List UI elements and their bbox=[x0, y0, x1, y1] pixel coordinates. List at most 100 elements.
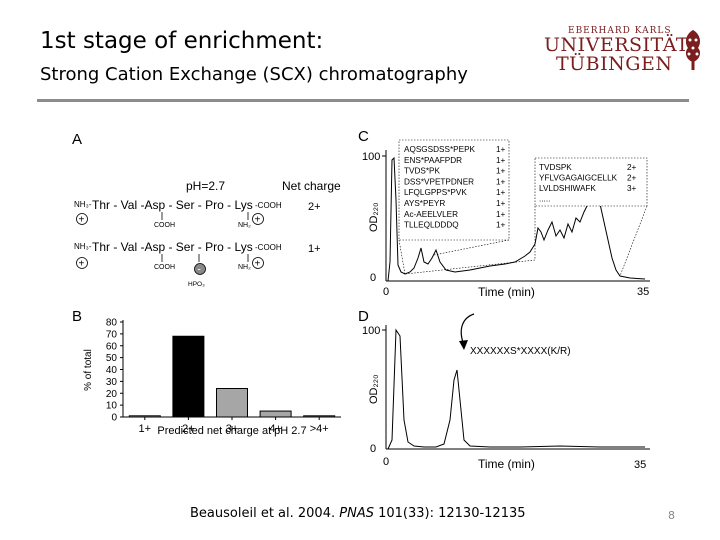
panel-b-ytick: 80 bbox=[106, 318, 118, 329]
row2-cooh-side: COOH bbox=[154, 264, 175, 271]
peptide-charge-left: 1+ bbox=[496, 188, 506, 197]
peptide-charge-right: 3+ bbox=[627, 184, 637, 193]
panel-c-ytick-0: 0 bbox=[370, 272, 376, 284]
panel-d-annotation: XXXXXXS*XXXX(K/R) bbox=[470, 346, 571, 357]
row2-charge: 1+ bbox=[308, 243, 321, 255]
peptide-seq-left: AYS*PEYR bbox=[404, 199, 445, 208]
university-logo-top: EBERHARD KARLS bbox=[568, 26, 672, 36]
row2-nh2-side: NH₂ bbox=[238, 264, 251, 271]
panel-a-label: A bbox=[72, 131, 82, 148]
row1-plus-lys-icon bbox=[252, 213, 264, 225]
row1-nh3: NH₃- bbox=[74, 200, 92, 209]
row1-plus-n: + bbox=[79, 215, 85, 226]
panel-b-xlabel: Predicted net charge at pH 2.7 bbox=[157, 425, 306, 437]
peptide-charge-left: 1+ bbox=[496, 210, 506, 219]
row1-plus-lys: + bbox=[255, 215, 261, 226]
panel-a-net-charge-label: Net charge bbox=[282, 179, 341, 193]
peptide-charge-left: 1+ bbox=[496, 145, 506, 154]
panel-b-category-label: 1+ bbox=[139, 423, 152, 435]
university-logo-line1: UNIVERSITÄT bbox=[544, 34, 690, 56]
row1-charge: 2+ bbox=[308, 201, 321, 213]
panel-c-xtick-35: 35 bbox=[637, 286, 649, 298]
citation-ref: 101(33): 12130-12135 bbox=[378, 506, 526, 521]
title-divider bbox=[37, 99, 689, 102]
panel-d-ylabel: OD₂₂₀ bbox=[368, 374, 380, 404]
row2-cooh-terminal: -COOH bbox=[255, 243, 282, 252]
panel-d-xtick-35: 35 bbox=[634, 459, 646, 471]
citation-authors: Beausoleil et al. 2004. bbox=[190, 506, 336, 521]
row1-sequence: Thr - Val -Asp - Ser - Pro - Lys bbox=[92, 198, 253, 212]
panel-c-chromatogram: 100 0 0 35 Time (min) OD₂₂₀ AQSGSDSS*PEP… bbox=[362, 139, 650, 299]
row1-nh2-side: NH₂ bbox=[238, 222, 251, 229]
panel-b-ytick: 40 bbox=[106, 365, 118, 376]
panel-d-ytick-100: 100 bbox=[362, 325, 380, 337]
panel-c-peptide-list: AQSGSDSS*PEPK 1+ ENS*PAAFPDR 1+ TVDS*PK 1+ DSS… bbox=[404, 145, 637, 230]
peptide-seq-left: LFQLGPPS*PVK bbox=[404, 188, 467, 197]
peptide-seq-left: TVDS*PK bbox=[404, 167, 440, 176]
peptide-seq-right: ..... bbox=[539, 195, 550, 204]
peptide-seq-right: LVLDSHIWAFK bbox=[539, 184, 596, 193]
peptide-seq-left: AQSGSDSS*PEPK bbox=[404, 145, 476, 154]
panel-b-label: B bbox=[72, 308, 82, 325]
peptide-charge-left: 1+ bbox=[496, 167, 506, 176]
university-logo-line2: TÜBINGEN bbox=[556, 53, 673, 75]
panel-b-ytick: 20 bbox=[106, 389, 118, 400]
peptide-seq-right: TVDSPK bbox=[539, 163, 572, 172]
panel-b-ylabel: % of total bbox=[83, 349, 94, 391]
panel-d-chromatogram: 100 0 0 35 Time (min) OD₂₂₀ XXXXXXS*XXXX… bbox=[362, 313, 650, 471]
panel-d-xtick-0: 0 bbox=[383, 456, 389, 468]
row2-plus-lys-icon bbox=[252, 257, 264, 269]
peptide-charge-left: 1+ bbox=[496, 156, 506, 165]
peptide-seq-left: ENS*PAAFPDR bbox=[404, 156, 462, 165]
panel-c-xlabel: Time (min) bbox=[478, 285, 535, 299]
panel-b-ytick: 50 bbox=[106, 353, 118, 364]
row2-nh3: NH₃- bbox=[74, 242, 92, 251]
panel-b-category-label: 4+ bbox=[269, 423, 282, 435]
panel-d-ytick-0: 0 bbox=[370, 443, 376, 455]
panel-b-ytick: 30 bbox=[106, 377, 118, 388]
panel-d-arrow-icon bbox=[459, 340, 468, 350]
page-number: 8 bbox=[668, 509, 675, 522]
peptide-seq-left: TLLEQLDDDQ bbox=[404, 221, 459, 230]
slide-subtitle: Strong Cation Exchange (SCX) chromatogra… bbox=[40, 64, 468, 85]
row2-minus-phospho-icon bbox=[194, 263, 206, 275]
panel-d-label: D bbox=[358, 308, 369, 325]
row2-phosphate: HPO₃ bbox=[188, 281, 205, 288]
panel-c-xtick-0: 0 bbox=[383, 286, 389, 298]
panel-c-ytick-100: 100 bbox=[362, 151, 380, 163]
panel-d-trace bbox=[387, 328, 645, 450]
slide-title: 1st stage of enrichment: bbox=[40, 28, 324, 54]
peptide-seq-right: YFLVGAGAIGCELLK bbox=[539, 174, 618, 183]
panel-a-ph: pH=2.7 bbox=[186, 179, 225, 193]
row2-plus-lys: + bbox=[255, 259, 261, 270]
panel-c-ylabel: OD₂₂₀ bbox=[368, 202, 380, 232]
panel-d-xlabel: Time (min) bbox=[478, 457, 535, 471]
peptide-charge-right: 2+ bbox=[627, 174, 637, 183]
row2-plus-n: + bbox=[79, 259, 85, 270]
row1-cooh-terminal: -COOH bbox=[255, 201, 282, 210]
peptide-seq-left: DSS*VPETPDNER bbox=[404, 177, 474, 186]
panel-b-ytick: 0 bbox=[111, 413, 117, 424]
panel-b-bar bbox=[128, 415, 161, 418]
peptide-seq-left: Ac-AEELVLER bbox=[404, 210, 458, 219]
tree-logo-icon bbox=[685, 30, 701, 70]
row2-plus-n-icon bbox=[76, 257, 88, 269]
panel-c-label: C bbox=[358, 128, 369, 145]
row2-sequence: Thr - Val -Asp - Ser - Pro - Lys bbox=[92, 240, 253, 254]
peptide-charge-left: 1+ bbox=[496, 177, 506, 186]
row2-minus-phospho: - bbox=[198, 265, 201, 276]
panel-b-ytick: 10 bbox=[106, 401, 118, 412]
citation: Beausoleil et al. 2004. PNAS 101(33): 12… bbox=[190, 506, 526, 521]
panel-b-bar bbox=[259, 410, 292, 418]
panel-b-ytick: 70 bbox=[106, 329, 118, 340]
row1-cooh-side: COOH bbox=[154, 222, 175, 229]
panel-b-category-label: 3+ bbox=[226, 423, 239, 435]
panel-b-bar bbox=[216, 388, 248, 418]
row1-plus-n-icon bbox=[76, 213, 88, 225]
peptide-charge-left: 1+ bbox=[496, 199, 506, 208]
panel-b-category-label: 2+ bbox=[182, 423, 195, 435]
peptide-charge-left: 1+ bbox=[496, 221, 506, 230]
panel-b-ytick: 60 bbox=[106, 341, 118, 352]
